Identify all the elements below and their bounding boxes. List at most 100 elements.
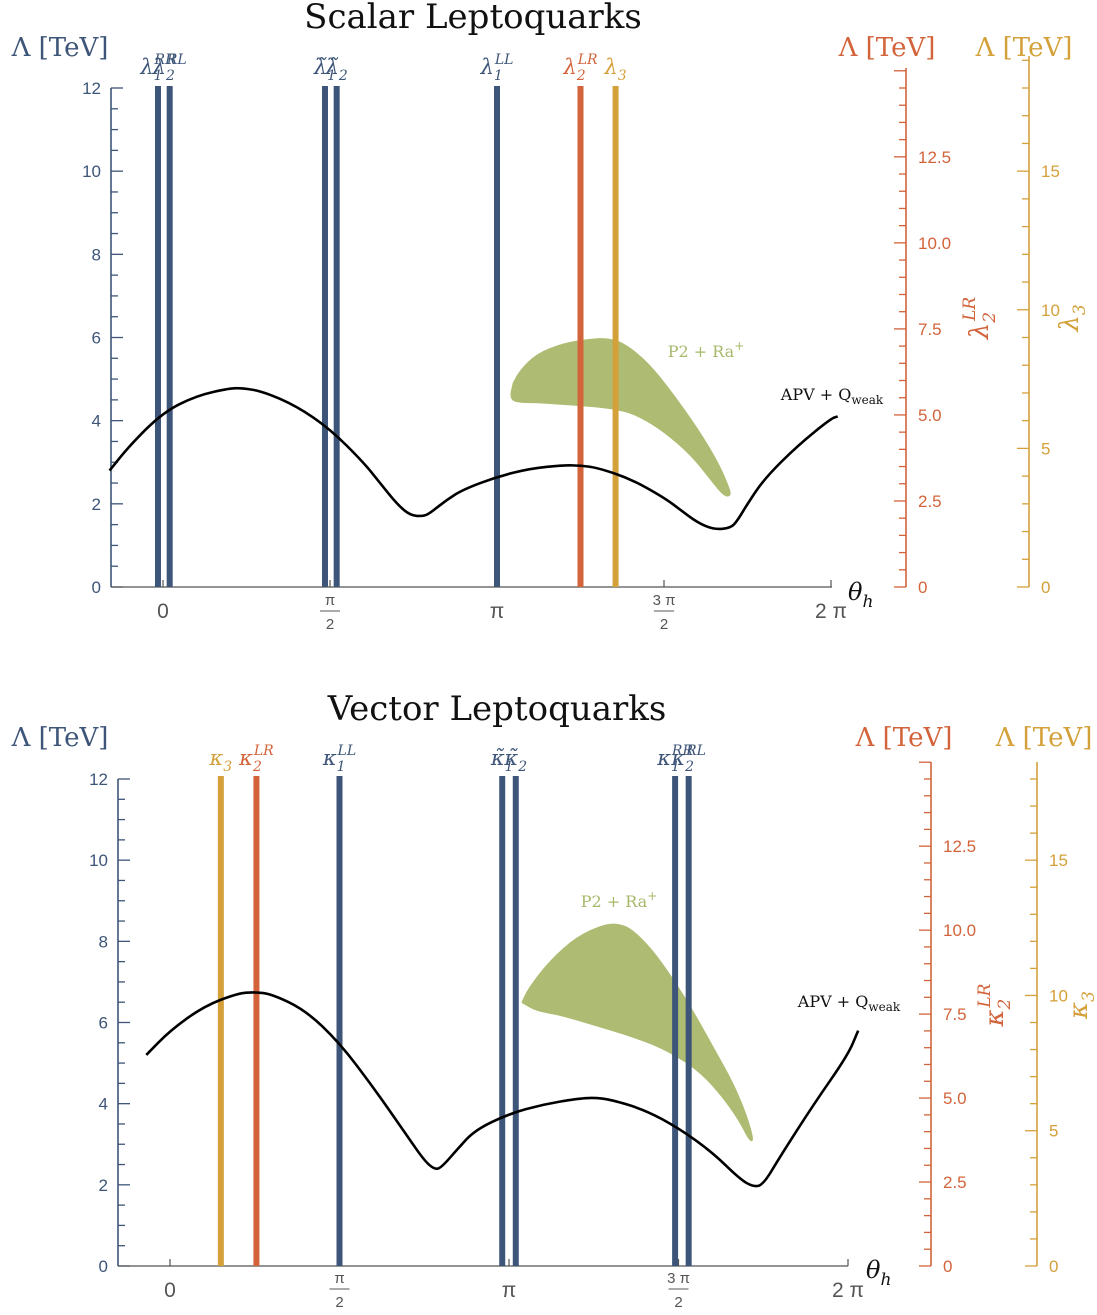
orange-axis-tick-label: 2.5 [943,1173,967,1192]
vline-label-sub: 2 [517,759,527,775]
p2-ra-region-label: P2 + Ra+ [668,339,745,361]
apv-qweak-curve-label: APV + Qweak [780,385,884,407]
gold-axis-tick-label: 5 [1049,1122,1058,1141]
p2-ra-region [510,338,731,497]
x-tick-label-numerator: π [325,592,335,609]
vline-label-base: λ [139,55,153,79]
vline-label: κ1LL [322,743,356,775]
gold-axis-tick-label: 5 [1041,439,1050,458]
vline-label: λ3 [603,55,626,84]
x-tick-label: π [502,1279,517,1302]
orange-axis-parameter-label: κ2LR [975,983,1015,1027]
vline-label-sup: RL [166,52,187,68]
gold-axis-tick-label: 0 [1049,1257,1058,1276]
orange-axis-tick-label: 10.0 [918,234,951,253]
orange-axis-tick-label: 2.5 [918,492,942,511]
x-tick-label: 0 [164,1279,176,1302]
region-label-main: P2 + Ra [581,892,648,911]
apv-qweak-curve [145,991,860,1188]
chart-title: Vector Leptoquarks [327,689,667,729]
orange-axis-title: Λ [TeV] [855,723,953,753]
vline-label-base: λ [480,55,494,79]
left-axis-tick-label: 12 [82,79,101,98]
x-axis-title: θh [866,1256,891,1290]
orange-axis-tick-label: 5.0 [918,406,942,425]
gold-axis-title: Λ [TeV] [995,723,1093,753]
curve-label-main: APV + Q [797,992,869,1011]
region-label-sup: + [647,889,657,903]
curve-label-sub: weak [851,393,884,407]
x-axis-title-base: θ [866,1256,881,1284]
orange-axis-tick-label: 12.5 [918,148,951,167]
left-axis-tick-label: 8 [99,932,108,951]
vline-label-base: λ [152,55,166,79]
vline-label-base: λ [603,55,617,79]
left-axis-tick-label: 2 [99,1176,108,1195]
gold-axis-parameter-base: λ [1055,315,1085,332]
gold-axis-title: Λ [TeV] [975,33,1073,63]
left-axis-tick-label: 8 [92,245,101,264]
orange-axis-title: Λ [TeV] [838,33,936,63]
vline-label-sub: 2 [338,68,348,84]
orange-axis-tick-label: 0 [918,578,927,597]
vline-label: κ̃1 [490,746,514,775]
orange-axis-parameter-sub: 2 [995,999,1015,1011]
left-axis-tick-label: 6 [92,329,101,348]
gold-axis-tick-label: 15 [1041,162,1060,181]
x-axis-title-base: θ [848,578,863,606]
vline-label-base: λ̃ [313,55,327,79]
vline-label-base: κ [208,746,223,770]
left-axis-tick-label: 10 [89,851,108,870]
vline-label: λ2LR [562,52,598,84]
vline-label-base: λ [562,55,576,79]
left-axis-tick-label: 10 [82,162,101,181]
left-axis-title: Λ [TeV] [11,33,109,63]
vline-label-sub: 2 [165,68,175,84]
x-axis-title-sub: h [862,592,873,612]
gold-axis-parameter-label: κ3 [1064,991,1097,1020]
vline-label-sup: RR [671,743,694,759]
x-tick-label-numerator: π [334,1270,344,1287]
vline-label: κ2RL [670,743,706,775]
x-tick-label-denominator: 2 [660,616,668,633]
vline-label-base: κ̃ [490,746,505,770]
p2-ra-region [521,923,753,1142]
apv-qweak-curve [108,386,839,531]
left-axis-tick-label: 6 [99,1014,108,1033]
vline-label: λ̃2 [325,55,348,84]
curve-label-main: APV + Q [780,385,852,404]
vline-label-base: κ [670,746,685,770]
vline-label-sup: LL [494,52,514,68]
left-axis-tick-label: 4 [92,412,101,431]
chart-title: Scalar Leptoquarks [304,0,642,37]
vline-label-sub: 1 [327,68,336,84]
left-axis-title: Λ [TeV] [11,723,109,753]
vline-label-sub: 3 [618,68,627,84]
vline-label: κ1RR [656,743,693,775]
vline-label-base: κ [656,746,671,770]
vline-label-sub: 1 [494,68,503,84]
vline-label-base: λ̃ [325,55,339,79]
gold-axis-tick-label: 0 [1041,578,1050,597]
x-tick-label: 2 π [832,1279,864,1302]
vline-label-sub: 2 [252,759,262,775]
vline-label: κ3 [208,746,232,775]
gold-axis-parameter-sub: 3 [1079,991,1097,1002]
vline-label-sub: 1 [505,759,514,775]
gold-axis-parameter-sub: 3 [1070,304,1090,315]
region-label-main: P2 + Ra [668,342,735,361]
orange-axis-parameter-sup: LR [960,297,980,322]
apv-qweak-curve-label: APV + Qweak [797,992,901,1014]
left-axis-tick-label: 2 [92,495,101,514]
left-axis-tick-label: 0 [92,578,101,597]
left-axis-tick-label: 4 [99,1095,108,1114]
vline-label-sup: LL [337,743,357,759]
vline-label-sub: 2 [684,759,694,775]
vline-label-base: κ [322,746,337,770]
x-tick-label: 0 [157,600,169,623]
vline-label-base: κ̃ [503,746,518,770]
vline-label: λ2RL [152,52,187,84]
